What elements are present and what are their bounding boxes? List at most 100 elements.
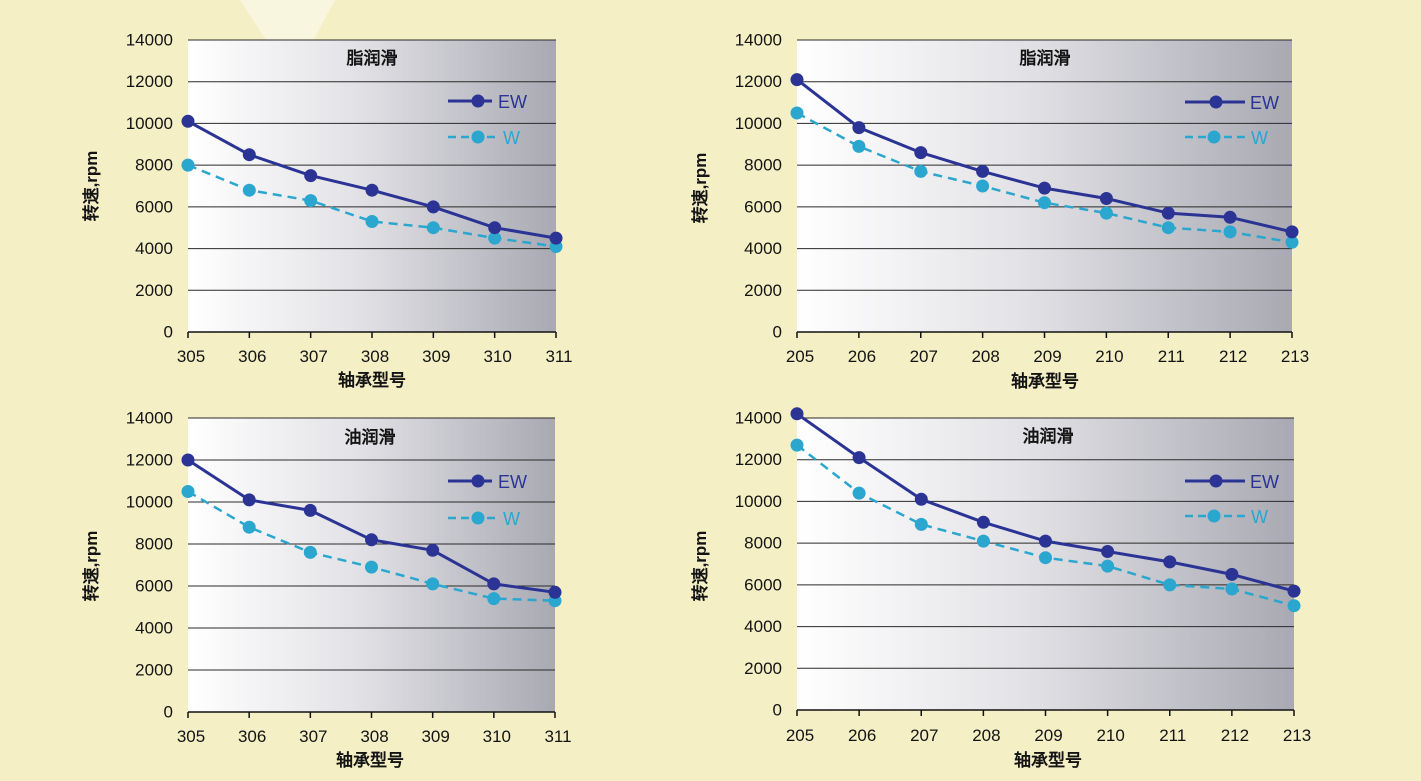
legend-label-w: W bbox=[503, 509, 520, 529]
legend-marker-w bbox=[1207, 509, 1221, 523]
data-point-w bbox=[914, 164, 928, 178]
data-point-ew bbox=[1223, 210, 1237, 224]
data-point-ew bbox=[1161, 206, 1175, 220]
data-point-ew bbox=[304, 169, 318, 183]
data-point-w bbox=[487, 592, 501, 606]
legend: EW W bbox=[448, 472, 527, 529]
y-axis-label: 转速,rpm bbox=[81, 531, 101, 602]
data-point-ew bbox=[976, 515, 990, 529]
data-point-ew bbox=[1099, 192, 1113, 205]
y-tick-label: 2000 bbox=[135, 661, 173, 680]
y-tick-label: 8000 bbox=[744, 156, 782, 175]
y-tick-label: 2000 bbox=[744, 659, 782, 678]
y-tick-label: 4000 bbox=[135, 239, 173, 258]
y-tick-label: 0 bbox=[164, 703, 173, 722]
y-tick-label: 6000 bbox=[744, 575, 782, 594]
data-point-ew bbox=[487, 577, 501, 591]
data-point-w bbox=[976, 534, 990, 548]
data-point-w bbox=[852, 139, 866, 153]
data-point-w bbox=[242, 520, 256, 534]
y-tick-label: 4000 bbox=[744, 239, 782, 258]
x-tick-label: 305 bbox=[177, 727, 205, 746]
x-tick-label: 206 bbox=[848, 347, 876, 366]
x-tick-label: 210 bbox=[1096, 726, 1124, 745]
chart-2: 0 2000 4000 6000 8000 10000 12000 14000 205 206 20… bbox=[690, 31, 1309, 392]
data-point-w bbox=[1161, 221, 1175, 235]
x-tick-label: 311 bbox=[544, 727, 571, 746]
y-tick-label: 12000 bbox=[735, 450, 782, 469]
x-tick-label: 213 bbox=[1283, 726, 1311, 745]
y-tick-label: 10000 bbox=[126, 493, 173, 512]
y-tick-label: 14000 bbox=[735, 31, 782, 50]
x-axis-label: 轴承型号 bbox=[336, 750, 404, 770]
data-point-w bbox=[790, 438, 804, 452]
data-point-ew bbox=[426, 543, 440, 557]
legend-label-w: W bbox=[1251, 507, 1268, 527]
data-point-ew bbox=[790, 407, 804, 421]
y-tick-label: 12000 bbox=[735, 72, 782, 91]
y-tick-label: 6000 bbox=[135, 197, 173, 216]
x-tick-label: 306 bbox=[238, 727, 266, 746]
data-point-w bbox=[1163, 578, 1177, 592]
y-axis-label: 转速,rpm bbox=[690, 531, 710, 602]
x-tick-label: 209 bbox=[1034, 726, 1062, 745]
data-point-w bbox=[1038, 196, 1051, 210]
legend-marker-ew bbox=[1209, 95, 1223, 109]
data-point-w bbox=[976, 179, 990, 193]
y-tick-label: 0 bbox=[164, 323, 173, 342]
data-point-w bbox=[1101, 559, 1115, 573]
data-point-ew bbox=[852, 451, 866, 465]
data-point-w bbox=[181, 485, 195, 498]
data-point-w bbox=[1285, 235, 1299, 249]
legend: EW W bbox=[448, 92, 527, 148]
data-point-ew bbox=[1101, 545, 1115, 558]
chart-title: 脂润滑 bbox=[347, 48, 398, 68]
chart-4: 0 2000 4000 6000 8000 10000 12000 14000 205 206 20… bbox=[690, 407, 1311, 770]
y-tick-label: 14000 bbox=[735, 409, 782, 428]
x-tick-label: 212 bbox=[1221, 726, 1249, 745]
data-point-w bbox=[181, 158, 195, 172]
data-point-ew bbox=[181, 114, 195, 128]
legend-item-w: W bbox=[448, 509, 520, 529]
x-tick-label: 208 bbox=[971, 347, 999, 366]
legend-marker-w bbox=[471, 511, 485, 525]
legend-marker-ew bbox=[471, 474, 485, 488]
chart-title: 脂润滑 bbox=[1020, 48, 1071, 68]
data-point-w bbox=[1287, 599, 1301, 613]
data-point-w bbox=[1223, 225, 1237, 239]
x-tick-label: 310 bbox=[483, 347, 511, 366]
x-tick-label: 306 bbox=[238, 347, 266, 366]
data-point-ew bbox=[976, 164, 990, 178]
x-tick-label: 309 bbox=[422, 347, 450, 366]
x-tick-label: 206 bbox=[848, 726, 876, 745]
x-tick-label: 310 bbox=[483, 727, 511, 746]
chart-title: 油润滑 bbox=[1023, 426, 1074, 446]
plot-marks: 0 2000 4000 6000 8000 10000 12000 14000 305 306 30… bbox=[126, 31, 573, 367]
data-point-ew bbox=[1287, 584, 1301, 598]
chart-title: 油润滑 bbox=[345, 427, 396, 447]
y-tick-label: 6000 bbox=[744, 197, 782, 216]
legend-item-ew: EW bbox=[448, 92, 527, 112]
x-axis-label: 轴承型号 bbox=[1014, 750, 1082, 770]
plot-marks: 0 2000 4000 6000 8000 10000 12000 14000 205 206 20… bbox=[735, 407, 1311, 745]
y-tick-label: 8000 bbox=[135, 535, 173, 554]
x-tick-label: 308 bbox=[360, 727, 388, 746]
data-point-ew bbox=[1039, 534, 1052, 548]
data-point-w bbox=[1039, 551, 1052, 565]
x-tick-label: 207 bbox=[910, 726, 938, 745]
y-tick-label: 14000 bbox=[126, 31, 173, 50]
legend-marker-w bbox=[1207, 130, 1221, 144]
data-point-w bbox=[852, 486, 866, 500]
data-point-ew bbox=[1038, 181, 1051, 195]
y-tick-label: 2000 bbox=[744, 281, 782, 300]
y-axis-label: 转速,rpm bbox=[690, 153, 710, 224]
x-tick-label: 211 bbox=[1158, 347, 1185, 366]
y-tick-label: 10000 bbox=[735, 492, 782, 511]
data-point-w bbox=[1099, 206, 1113, 220]
data-point-ew bbox=[1285, 225, 1299, 239]
x-axis-label: 轴承型号 bbox=[1011, 371, 1079, 391]
data-point-w bbox=[365, 560, 378, 574]
data-point-ew bbox=[548, 585, 562, 599]
x-tick-label: 308 bbox=[361, 347, 389, 366]
